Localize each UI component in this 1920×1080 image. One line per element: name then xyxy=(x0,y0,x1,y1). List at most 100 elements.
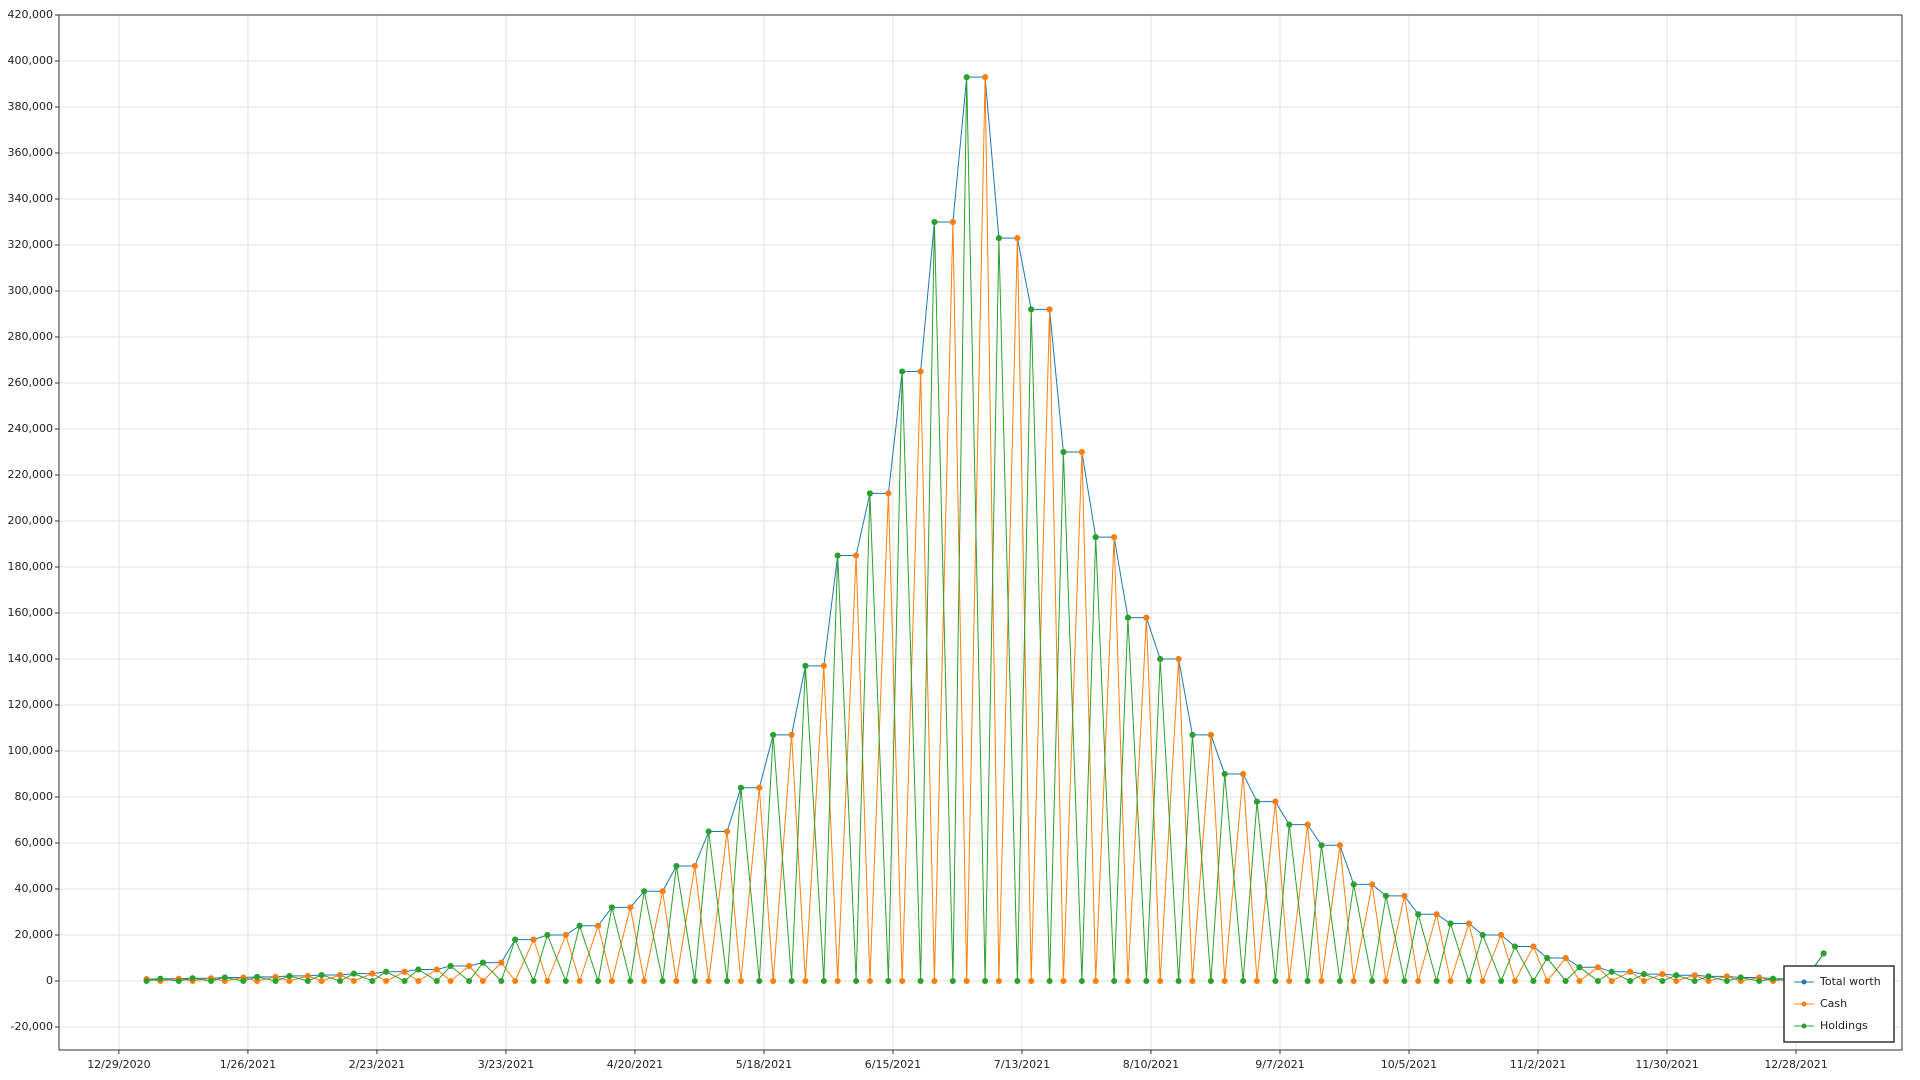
point xyxy=(820,978,827,984)
point xyxy=(544,932,551,938)
point xyxy=(1544,978,1551,984)
point xyxy=(737,978,744,984)
point xyxy=(627,978,634,984)
series xyxy=(143,74,1827,984)
point xyxy=(1157,656,1164,662)
legend-label: Total worth xyxy=(1819,975,1881,988)
point xyxy=(1304,821,1311,828)
x-tick-label: 5/18/2021 xyxy=(736,1058,792,1071)
legend-marker xyxy=(1801,1023,1807,1029)
point xyxy=(820,662,827,669)
point xyxy=(383,978,390,984)
point xyxy=(286,978,293,984)
point xyxy=(576,978,583,984)
legend-label: Cash xyxy=(1820,997,1847,1010)
point xyxy=(1221,771,1228,777)
point xyxy=(1014,235,1021,242)
y-tick-label: 300,000 xyxy=(8,284,54,297)
point xyxy=(318,972,325,979)
point xyxy=(866,978,873,984)
x-tick-label: 12/29/2020 xyxy=(87,1058,150,1071)
x-tick-label: 10/5/2021 xyxy=(1381,1058,1437,1071)
point xyxy=(1092,534,1099,541)
point xyxy=(1415,911,1422,918)
point xyxy=(724,828,731,835)
point xyxy=(1608,978,1615,984)
point xyxy=(254,978,261,984)
point xyxy=(1659,971,1666,978)
point xyxy=(1286,978,1293,984)
point xyxy=(1511,943,1518,950)
point xyxy=(1433,911,1440,918)
point xyxy=(304,972,311,979)
point xyxy=(931,978,938,984)
y-tick-label: 60,000 xyxy=(15,836,54,849)
x-tick-label: 11/30/2021 xyxy=(1635,1058,1698,1071)
point xyxy=(286,972,293,979)
point xyxy=(466,963,473,970)
point xyxy=(737,784,744,791)
point xyxy=(595,978,602,984)
y-tick-label: 340,000 xyxy=(8,192,54,205)
point xyxy=(834,978,841,984)
point xyxy=(788,978,795,984)
point xyxy=(853,978,860,984)
point xyxy=(931,219,938,225)
point xyxy=(272,973,279,980)
point xyxy=(337,972,344,979)
point xyxy=(1479,932,1486,938)
y-tick-label: 140,000 xyxy=(8,652,54,665)
point xyxy=(627,904,634,911)
point xyxy=(272,978,279,984)
point xyxy=(949,219,956,225)
x-tick-label: 11/2/2021 xyxy=(1510,1058,1566,1071)
point xyxy=(1111,978,1118,984)
point xyxy=(1207,731,1214,738)
point xyxy=(866,490,873,497)
point xyxy=(673,863,680,869)
point xyxy=(415,966,422,973)
point xyxy=(1627,978,1634,984)
point xyxy=(1691,978,1698,984)
point xyxy=(1705,978,1712,984)
x-tick-label: 3/23/2021 xyxy=(478,1058,534,1071)
point xyxy=(1111,534,1118,541)
point xyxy=(1369,978,1376,984)
point xyxy=(1640,971,1647,978)
point xyxy=(1369,881,1376,888)
point xyxy=(1124,978,1131,984)
point xyxy=(982,978,989,984)
point xyxy=(963,978,970,984)
point xyxy=(1576,978,1583,984)
y-tick-label: 40,000 xyxy=(15,882,54,895)
x-tick-label: 4/20/2021 xyxy=(607,1058,663,1071)
legend-marker xyxy=(1801,1001,1807,1007)
point xyxy=(1498,978,1505,984)
y-tick-label: -20,000 xyxy=(11,1020,53,1033)
point xyxy=(834,552,841,559)
point xyxy=(143,978,150,984)
point xyxy=(770,978,777,984)
point xyxy=(1673,978,1680,984)
point xyxy=(1318,978,1325,984)
point xyxy=(1336,978,1343,984)
point xyxy=(466,978,473,984)
point xyxy=(1608,968,1615,975)
point xyxy=(337,978,344,984)
point xyxy=(1562,978,1569,984)
x-tick-label: 1/26/2021 xyxy=(220,1058,276,1071)
point xyxy=(1046,978,1053,984)
y-tick-label: 160,000 xyxy=(8,606,54,619)
y-tick-label: 100,000 xyxy=(8,744,54,757)
point xyxy=(1078,978,1085,984)
point xyxy=(447,963,454,970)
point xyxy=(175,978,182,984)
point xyxy=(1207,978,1214,984)
point xyxy=(1272,798,1279,805)
point xyxy=(1433,978,1440,984)
point xyxy=(641,978,648,984)
point xyxy=(1465,978,1472,984)
point xyxy=(1175,656,1182,662)
point xyxy=(254,973,261,980)
